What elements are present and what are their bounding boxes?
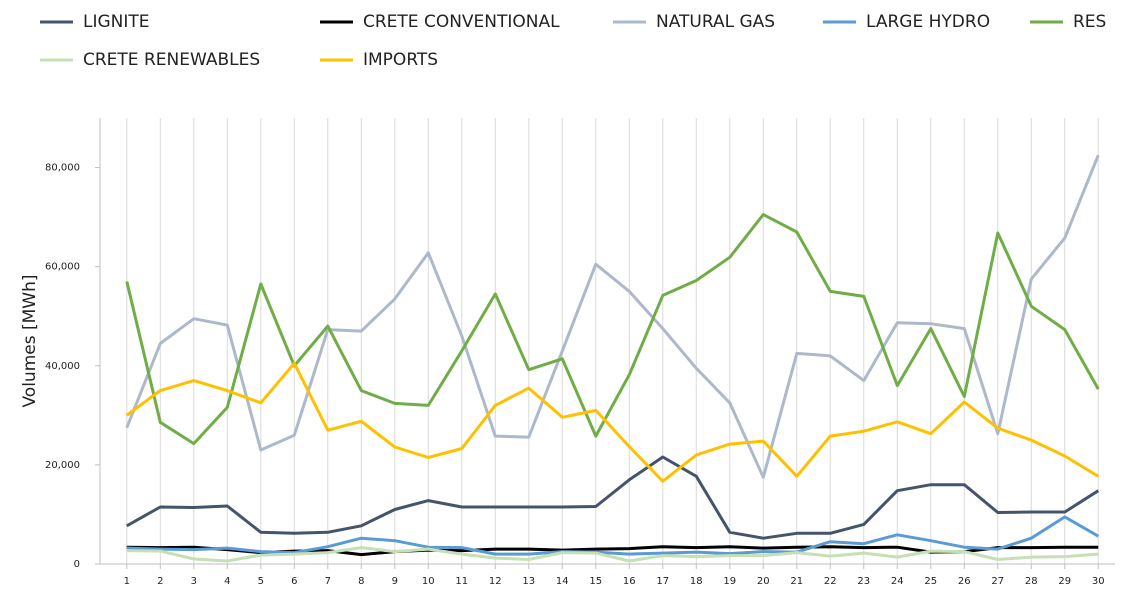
legend-label: IMPORTS [363,50,438,70]
series-line [125,361,1100,483]
x-tick-label: 27 [991,576,1004,587]
x-tick-label: 12 [489,576,502,587]
y-tick-label: 80,000 [45,163,80,174]
y-tick-label: 60,000 [45,262,80,273]
x-tick-label: 30 [1092,576,1105,587]
legend-label: CRETE RENEWABLES [83,50,260,70]
x-tick-label: 21 [790,576,803,587]
x-tick-label: 7 [325,576,331,587]
x-tick-label: 24 [891,576,904,587]
x-tick-label: 25 [924,576,937,587]
x-tick-label: 23 [857,576,870,587]
x-tick-label: 5 [258,576,264,587]
y-tick-label: 0 [74,559,80,570]
x-tick-label: 10 [422,576,435,587]
x-tick-label: 22 [824,576,837,587]
x-tick-label: 9 [392,576,398,587]
series-line [125,154,1100,479]
x-tick-label: 28 [1025,576,1038,587]
x-tick-label: 17 [656,576,669,587]
legend-label: LIGNITE [83,12,150,32]
legend-label: NATURAL GAS [656,12,775,32]
series-line [126,546,1099,563]
x-tick-label: 2 [157,576,163,587]
x-tick-label: 26 [958,576,971,587]
x-tick-label: 4 [224,576,230,587]
x-tick-label: 13 [522,576,535,587]
y-axis-title: Volumes [MWh] [20,274,40,407]
legend-label: CRETE CONVENTIONAL [363,12,560,32]
x-tick-label: 29 [1058,576,1071,587]
x-tick-label: 1 [124,576,130,587]
legend-label: RES [1073,12,1106,32]
x-tick-label: 14 [556,576,569,587]
series-line [125,213,1100,446]
x-tick-label: 20 [757,576,770,587]
x-tick-label: 18 [690,576,703,587]
series-line [126,455,1100,540]
y-tick-label: 40,000 [45,361,80,372]
x-tick-label: 8 [358,576,364,587]
legend-label: LARGE HYDRO [866,12,990,32]
series-line [126,515,1100,556]
y-tick-label: 20,000 [45,460,80,471]
x-tick-label: 6 [291,576,297,587]
x-tick-label: 15 [589,576,602,587]
x-tick-label: 11 [455,576,468,587]
x-tick-label: 3 [191,576,197,587]
x-tick-label: 19 [723,576,736,587]
x-tick-label: 16 [623,576,636,587]
